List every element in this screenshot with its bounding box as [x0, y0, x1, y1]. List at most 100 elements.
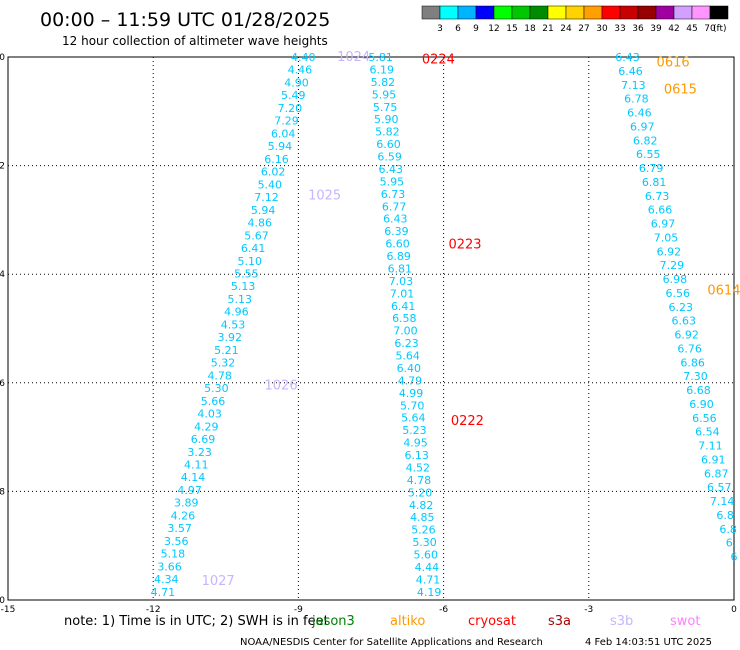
wave-height-value: 4.95: [403, 437, 428, 450]
wave-height-value: 5.95: [380, 175, 405, 188]
wave-height-value: 6.13: [404, 449, 429, 462]
wave-height-value: 5.75: [373, 101, 398, 114]
pass-time-label: 0614: [707, 283, 740, 298]
pass-time-label: 0615: [664, 83, 697, 98]
wave-height-value: 5.70: [400, 399, 425, 412]
wave-height-value: 5.66: [201, 395, 226, 408]
wave-height-value: 6.41: [241, 242, 266, 255]
wave-height-value: 6.39: [384, 225, 409, 238]
legend-tick-label: 70: [704, 24, 716, 34]
pass-time-label: 0224: [422, 53, 455, 68]
wave-height-value: 6.40: [397, 362, 422, 375]
legend-tick-label: 21: [542, 24, 553, 34]
wave-height-value: 6.59: [377, 151, 402, 164]
wave-height-value: 4.97: [177, 484, 202, 497]
wave-height-value: 7.20: [278, 102, 303, 115]
x-tick-label: -3: [584, 605, 593, 615]
wave-height-value: 6.90: [689, 398, 714, 411]
wave-height-value: 6.78: [624, 93, 649, 106]
wave-height-value: 5.26: [411, 524, 436, 537]
x-tick-label: 0: [731, 605, 737, 615]
wave-height-value: 6.19: [370, 63, 395, 76]
wave-height-value: 6.66: [648, 204, 673, 217]
wave-height-value: 4.46: [288, 64, 313, 77]
wave-height-value: 6.77: [382, 200, 407, 213]
y-tick-label: -20: [0, 53, 5, 63]
legend-swatch: [421, 5, 441, 20]
wave-height-value: 7.05: [654, 231, 679, 244]
wave-height-value: 6.8: [716, 509, 734, 522]
legend-swatch: [439, 5, 459, 20]
wave-height-value: 7.01: [390, 287, 415, 300]
legend-tick-label: 15: [506, 24, 517, 34]
wave-height-value: 5.55: [234, 267, 259, 280]
wave-height-value: 6.97: [651, 218, 676, 231]
wave-height-value: 5.30: [204, 382, 229, 395]
wave-height-value: 3.66: [157, 560, 182, 573]
pass-time-label: 0222: [451, 414, 484, 429]
legend-swatch: [673, 5, 693, 20]
wave-height-value: 4.99: [399, 387, 424, 400]
legend-tick-label: 27: [578, 24, 589, 34]
color-scale-legend: 3 6 9 12 15 18 21 24 27 30 33 36 39 42 45 70: [421, 5, 729, 34]
wave-height-value: 5.82: [375, 126, 400, 139]
wave-height-value: 6.46: [627, 107, 652, 120]
wave-height-value: 5.94: [268, 140, 293, 153]
legend-swatch: [547, 5, 567, 20]
wave-height-value: 5.20: [408, 486, 433, 499]
wave-height-value: 6.46: [618, 65, 643, 78]
wave-height-value: 4.71: [416, 573, 441, 586]
wave-height-value: 7.12: [254, 191, 279, 204]
pass-time-label: 1025: [308, 188, 341, 203]
wave-height-value: 6.79: [639, 162, 664, 175]
wave-height-value: 5.40: [258, 178, 283, 191]
axis-ticks: -15-12-9-6-30-20-22-24-26-28-30: [0, 53, 737, 615]
legend-tick-label: 18: [524, 24, 536, 34]
wave-height-value: 5.13: [231, 280, 256, 293]
wave-height-value: 6.60: [376, 138, 401, 151]
wave-height-value: 3.23: [187, 446, 212, 459]
y-tick-label: -30: [0, 596, 5, 606]
wave-height-value: 5.60: [413, 549, 438, 562]
wave-height-value: 6.73: [381, 188, 406, 201]
wave-height-value: 5.21: [214, 344, 239, 357]
satellite-label: swot: [670, 614, 700, 629]
wave-height-value: 6.60: [385, 238, 410, 251]
wave-height-value: 6.16: [264, 153, 289, 166]
wave-height-value: 6.63: [671, 315, 696, 328]
wave-height-value: 6.43: [615, 51, 640, 64]
wave-height-value: 5.49: [281, 89, 306, 102]
wave-height-value: 4.26: [171, 509, 196, 522]
wave-height-value: 7.03: [389, 275, 414, 288]
y-tick-label: -22: [0, 162, 5, 172]
y-tick-label: -24: [0, 270, 5, 280]
wave-height-value: 4.71: [151, 586, 176, 599]
wave-height-value: 4.40: [291, 51, 316, 64]
wave-height-value: 4.34: [154, 573, 179, 586]
legend-swatch: [529, 5, 549, 20]
wave-height-value: 6.97: [630, 120, 655, 133]
wave-height-value: 4.29: [194, 420, 219, 433]
wave-height-value: 4.85: [410, 511, 435, 524]
wave-height-value: 5.30: [412, 536, 437, 549]
x-tick-label: -12: [146, 605, 161, 615]
satellite-label: jason3: [311, 614, 355, 629]
legend-swatch: [709, 5, 729, 20]
wave-height-value: 6.23: [669, 301, 694, 314]
legend-swatch: [457, 5, 477, 20]
legend-swatch: [655, 5, 675, 20]
satellite-legend: jason3 altiko cryosat s3a s3b swot: [311, 614, 700, 629]
wave-height-value: 6.56: [666, 287, 691, 300]
grid: [8, 57, 734, 600]
wave-height-value: 6.76: [677, 342, 702, 355]
legend-tick-label: 39: [650, 24, 662, 34]
legend-swatch: [493, 5, 513, 20]
wave-height-value: 5.94: [251, 204, 276, 217]
wave-height-value: 6.23: [394, 337, 419, 350]
wave-height-value: 6.86: [680, 356, 705, 369]
wave-height-value: 7.11: [698, 440, 723, 453]
pass-time-label: 1026: [265, 379, 298, 394]
wave-height-value: 6.69: [191, 433, 216, 446]
wave-height-value: 7.14: [710, 495, 735, 508]
